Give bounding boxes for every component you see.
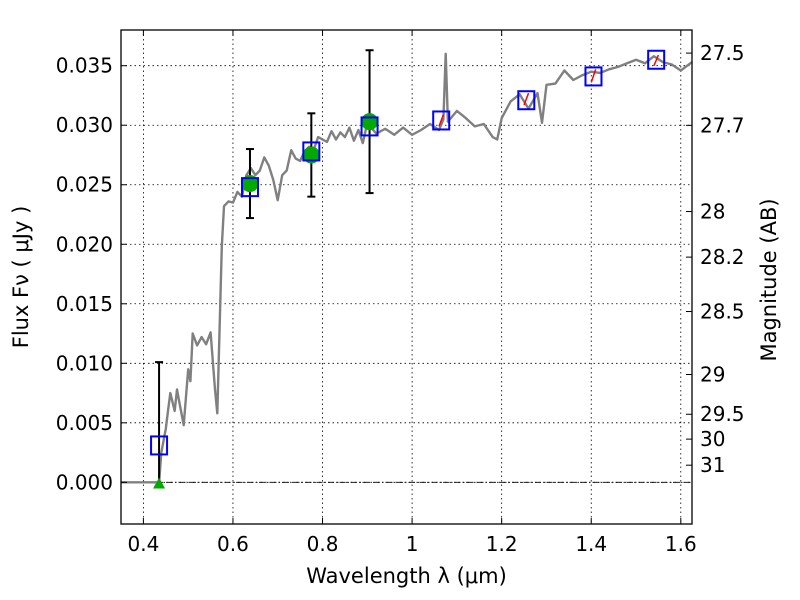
upper-limit-triangle (153, 477, 166, 489)
y-tick-label: 0.030 (56, 113, 113, 137)
y-tick-label: 0.025 (56, 173, 113, 197)
y-tick-label: 0.020 (56, 232, 113, 256)
synthetic-photometry-square (240, 177, 259, 198)
synthetic-photometry-square (432, 110, 451, 131)
red-segment (523, 92, 530, 106)
x-axis-label: Wavelength λ (μm) (306, 564, 507, 588)
right-tick-label: 28.2 (700, 245, 745, 269)
y-tick-label: 0.015 (56, 292, 113, 316)
right-tick-label: 27.7 (700, 113, 745, 137)
x-tick-label: 0.8 (307, 532, 339, 556)
y-tick-label: 0.000 (56, 470, 113, 494)
observed-point (361, 113, 379, 131)
y-tick-label: 0.035 (56, 54, 113, 78)
y-axis-label-right: Magnitude (AB) (757, 198, 781, 361)
x-tick-label: 0.6 (217, 532, 249, 556)
right-tick-label: 29 (700, 362, 725, 386)
red-segment (653, 54, 660, 67)
red-segment (438, 114, 445, 127)
synthetic-photometry-square (302, 141, 321, 162)
right-tick-label: 28 (700, 200, 725, 224)
x-tick-label: 0.4 (127, 532, 159, 556)
x-tick-label: 1.2 (486, 532, 518, 556)
synthetic-photometry-square (360, 116, 379, 137)
tick-marks (121, 30, 692, 524)
model-spectrum-line (121, 52, 693, 484)
x-tick-label: 1.4 (575, 532, 607, 556)
grid (121, 30, 692, 524)
y-tick-label: 0.005 (56, 411, 113, 435)
y-axis-label: Flux Fν ( μJy ) (9, 206, 33, 349)
x-tick-label: 1.6 (665, 532, 697, 556)
synthetic-photometry-square (150, 435, 169, 456)
y-tick-label: 0.010 (56, 351, 113, 375)
marker-layer (150, 49, 666, 489)
right-tick-label: 31 (700, 453, 725, 477)
right-tick-label: 30 (700, 427, 725, 451)
right-tick-label: 27.5 (700, 41, 745, 65)
red-segment (590, 69, 597, 83)
synthetic-photometry-square (517, 90, 536, 111)
x-tick-label: 1 (406, 532, 419, 556)
right-tick-label: 28.5 (700, 300, 745, 324)
right-tick-label: 29.5 (700, 402, 745, 426)
model-spectrum-layer (121, 52, 693, 484)
plot-frame (120, 29, 693, 525)
synthetic-photometry-square (647, 49, 666, 70)
tick-labels: 0.4 0.6 0.8 1 1.2 1.4 1.6 0.000 0.005 0.010 0.015 0… (56, 41, 745, 556)
synthetic-photometry-square (584, 66, 603, 87)
